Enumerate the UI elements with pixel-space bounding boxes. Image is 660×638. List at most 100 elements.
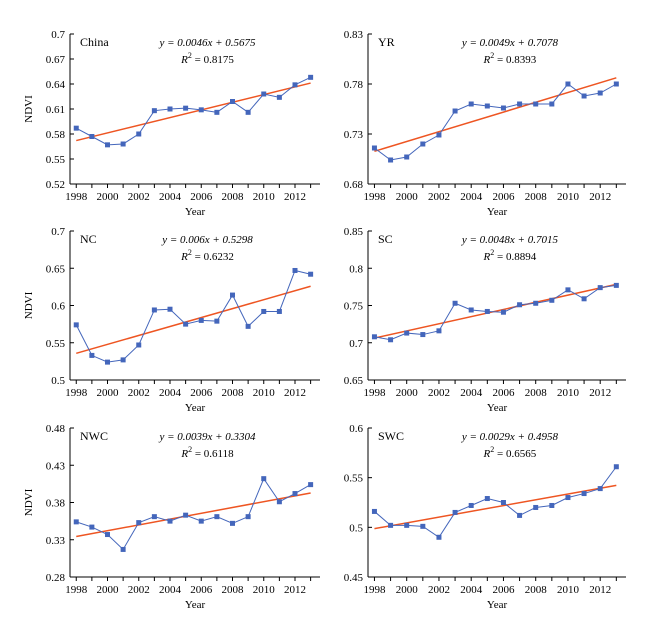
panel-sc-xtick-label: 2004 xyxy=(460,387,483,399)
panel-sc-point-2012 xyxy=(597,285,603,291)
panel-china-ytick-label: 0.67 xyxy=(46,54,66,66)
panel-sc-xlabel: Year xyxy=(487,402,508,414)
panel-nc-xtick-label: 1998 xyxy=(65,387,88,399)
panel-yr-xtick-label: 2006 xyxy=(492,191,515,203)
panel-china-region-label: China xyxy=(80,35,109,49)
panel-nc-series-line xyxy=(75,269,311,363)
panel-yr-ytick-label: 0.73 xyxy=(344,129,364,141)
panel-yr-point-2003 xyxy=(452,108,458,114)
panel-swc-r2-symbol: R xyxy=(483,448,491,460)
panel-china-r2-symbol: R xyxy=(180,54,188,66)
panel-nc-point-1998 xyxy=(73,322,79,328)
panel-nwc-point-2009 xyxy=(245,514,251,520)
panel-yr-xlabel: Year xyxy=(487,206,508,218)
panel-sc-point-2002 xyxy=(436,328,442,334)
panel-nc-xtick-label: 2000 xyxy=(97,387,120,399)
panel-china-xtick-label: 2010 xyxy=(253,191,276,203)
panel-china: 0.52 0.55 0.58 0.61 0.64 0.67 0.7 1998 2000 2002 2… xyxy=(23,29,320,218)
panel-china-point-2011 xyxy=(276,94,282,100)
panel-china-trend-line xyxy=(76,82,311,142)
panel-sc-point-2007 xyxy=(517,302,523,308)
panel-china-xlabel: Year xyxy=(185,206,206,218)
panel-nc-point-2000 xyxy=(105,359,110,365)
panel-sc-point-2009 xyxy=(549,297,555,303)
panel-nc-xtick-label: 2006 xyxy=(190,387,213,399)
panel-nc-r-squared: R2 = 0.6232 xyxy=(180,248,234,263)
panel-swc-xtick-label: 1998 xyxy=(363,584,386,596)
panel-sc-xtick-label: 2002 xyxy=(428,387,450,399)
panel-swc-point-2009 xyxy=(549,502,555,508)
panel-nwc-ytick-label: 0.43 xyxy=(46,460,66,472)
panel-swc-point-2005 xyxy=(484,496,490,502)
panel-china-series-line xyxy=(76,76,311,146)
panel-sc-point-2001 xyxy=(420,332,426,338)
panel-yr-ytick-label: 0.83 xyxy=(344,29,364,41)
panel-sc-ytick-label: 0.7 xyxy=(349,338,363,350)
panel-swc-xtick-label: 2004 xyxy=(460,584,483,596)
panel-sc-xtick-label: 1998 xyxy=(363,387,386,399)
panel-yr-point-2001 xyxy=(420,141,426,147)
panel-yr-series-line xyxy=(374,83,617,161)
panel-swc-trend-line xyxy=(374,484,617,530)
panel-nwc-point-2006 xyxy=(198,518,204,524)
panel-yr-xtick-label: 2002 xyxy=(428,191,450,203)
panel-nc-ytick-label: 0.55 xyxy=(46,338,66,350)
panel-china-r2-value: = 0.8175 xyxy=(192,54,234,66)
panel-nc-point-1999 xyxy=(89,352,95,358)
panel-nc-xtick-label: 2004 xyxy=(159,387,182,399)
panel-nwc-xtick-label: 2004 xyxy=(159,584,182,596)
panel-nwc-xtick-label: 2002 xyxy=(128,584,150,596)
panel-china-point-2003 xyxy=(151,108,157,114)
panel-nc: 0.5 0.55 0.6 0.65 0.7 1998 2000 2002 2004 2006 200… xyxy=(23,226,320,414)
panel-yr-ytick-label: 0.68 xyxy=(344,179,364,191)
panel-china-point-2002 xyxy=(136,131,142,137)
panel-nwc-r2-value: = 0.6118 xyxy=(192,448,234,460)
panel-swc-point-2008 xyxy=(533,504,539,510)
panel-nc-point-2010 xyxy=(261,308,267,314)
panel-nwc-xtick-label: 2000 xyxy=(97,584,120,596)
panel-nc-equation: y = 0.006x + 0.5298 xyxy=(161,234,253,246)
panel-swc-point-2003 xyxy=(452,509,458,515)
panel-sc-r-squared: R2 = 0.8894 xyxy=(483,248,537,263)
panel-sc-point-1999 xyxy=(388,337,394,343)
panel-swc-ytick-label: 0.55 xyxy=(344,473,364,485)
panel-sc-ytick-label: 0.75 xyxy=(344,301,364,313)
panel-nwc-point-2003 xyxy=(151,514,157,520)
panel-china-xtick-label: 2002 xyxy=(128,191,150,203)
panel-nwc-ytick-label: 0.48 xyxy=(46,423,66,435)
panel-sc-point-2000 xyxy=(404,330,410,336)
panel-sc-point-2010 xyxy=(565,287,571,293)
panel-swc-point-2006 xyxy=(500,500,506,505)
panel-yr-point-2006 xyxy=(500,105,506,111)
panel-nc-xtick-label: 2010 xyxy=(253,387,276,399)
panel-nc-xtick-label: 2008 xyxy=(222,387,245,399)
panel-china-point-2009 xyxy=(245,109,251,115)
panel-swc-ytick-label: 0.6 xyxy=(349,423,363,435)
panel-sc-r2-symbol: R xyxy=(483,251,491,263)
panel-nwc-ylabel: NDVI xyxy=(23,488,35,516)
panel-yr-r-squared: R2 = 0.8393 xyxy=(483,51,537,66)
panel-yr-point-2012 xyxy=(597,90,603,96)
panel-sc-xtick-label: 2008 xyxy=(525,387,548,399)
panel-swc-ytick-label: 0.5 xyxy=(349,522,363,534)
panel-nc-point-2007 xyxy=(214,318,220,324)
panel-yr-xtick-label: 2010 xyxy=(557,191,580,203)
panel-yr-point-1999 xyxy=(388,157,394,163)
panel-nwc-point-2005 xyxy=(183,512,189,518)
panel-china-point-2013 xyxy=(308,74,314,80)
panel-china-point-2007 xyxy=(214,109,220,115)
panel-yr-r2-symbol: R xyxy=(483,54,491,66)
panel-china-r2-superscript: 2 xyxy=(188,51,192,60)
panel-sc-xtick-label: 2012 xyxy=(589,387,611,399)
panel-yr-point-2005 xyxy=(484,103,490,109)
panel-sc-series-line xyxy=(374,284,617,341)
panel-nc-ylabel: NDVI xyxy=(23,291,35,319)
panel-swc-xtick-label: 2002 xyxy=(428,584,450,596)
panel-yr-xtick-label: 2004 xyxy=(460,191,483,203)
panel-yr: 0.68 0.73 0.78 0.83 1998 2000 2002 2004 2006 2008… xyxy=(344,29,626,218)
panel-swc-point-2013 xyxy=(613,464,619,470)
panel-yr-xtick-label: 1998 xyxy=(363,191,386,203)
panel-swc-series-line xyxy=(374,466,617,538)
panel-nwc-ytick-label: 0.38 xyxy=(46,498,66,510)
